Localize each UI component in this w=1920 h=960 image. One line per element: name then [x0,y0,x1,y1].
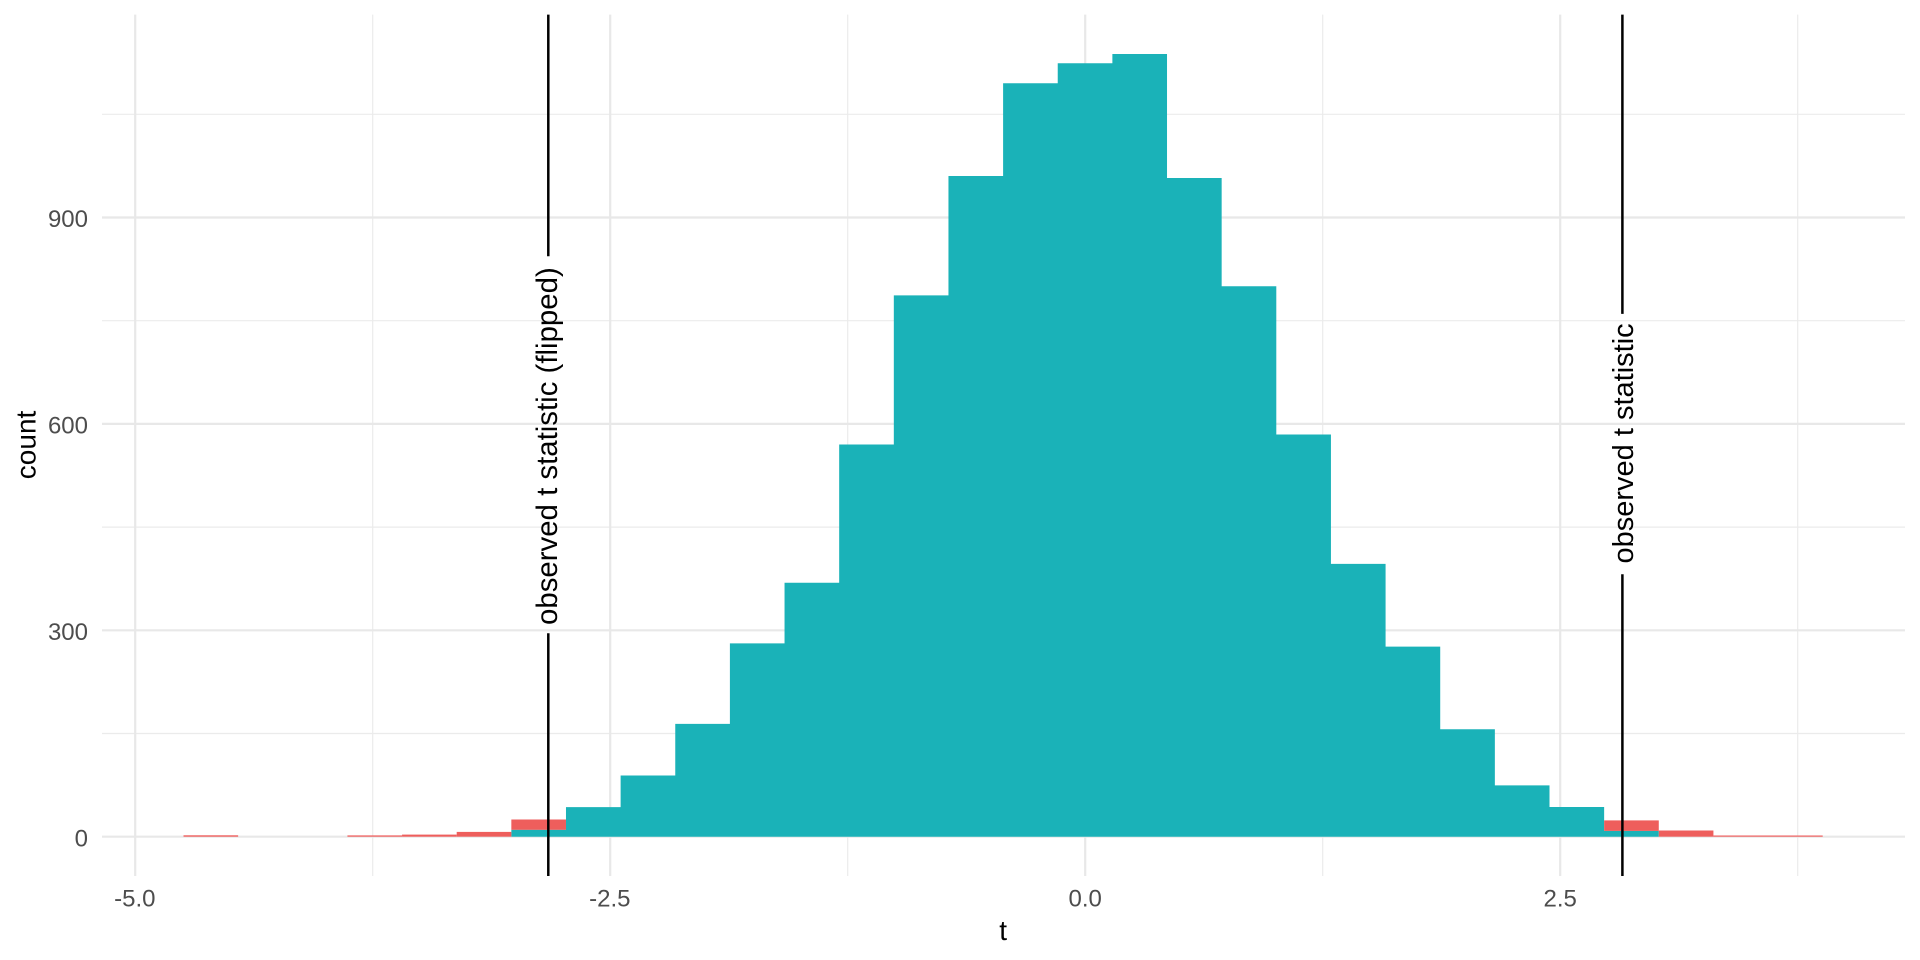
svg-text:2.5: 2.5 [1544,885,1577,912]
svg-text:-2.5: -2.5 [589,885,630,912]
svg-text:count: count [11,410,42,479]
svg-text:-5.0: -5.0 [114,885,155,912]
svg-text:900: 900 [48,206,88,233]
svg-text:0: 0 [75,825,88,852]
svg-text:300: 300 [48,619,88,646]
svg-text:observed t statistic: observed t statistic [1608,323,1640,563]
svg-text:0.0: 0.0 [1069,885,1102,912]
svg-text:observed t statistic (flipped): observed t statistic (flipped) [531,267,564,625]
svg-text:t: t [999,915,1007,946]
svg-text:600: 600 [48,413,88,440]
